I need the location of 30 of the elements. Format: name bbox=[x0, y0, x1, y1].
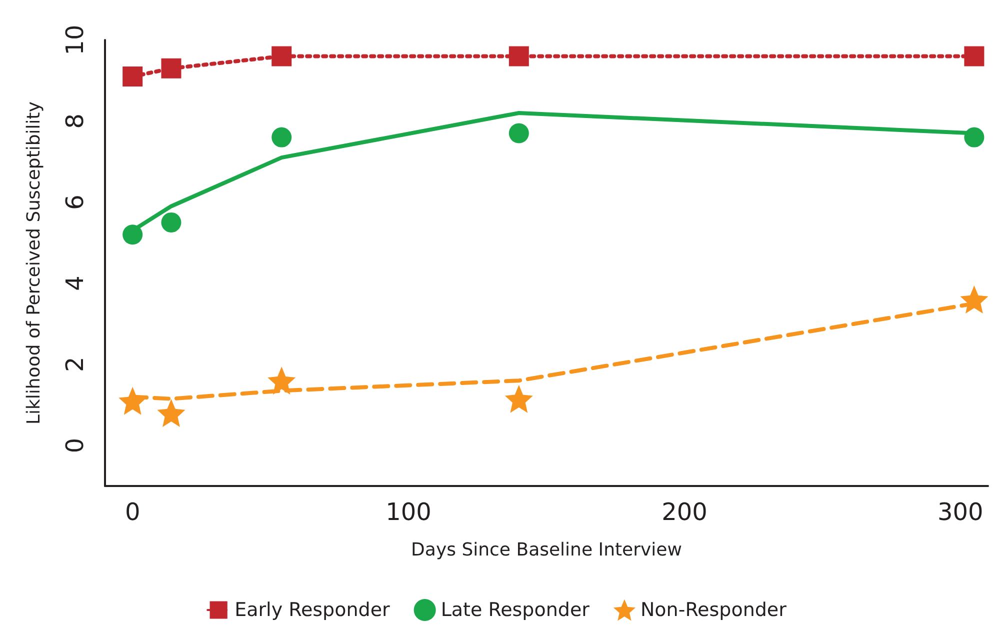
x-tick-label: 0 bbox=[124, 498, 140, 526]
point bbox=[508, 123, 529, 144]
y-axis-title: Liklihood of Perceived Susceptibility bbox=[24, 101, 44, 425]
y-tick-label: 0 bbox=[61, 438, 89, 454]
point bbox=[161, 58, 182, 78]
x-tick-label: 100 bbox=[386, 498, 432, 526]
point bbox=[122, 66, 143, 86]
point bbox=[118, 386, 147, 415]
legend-label: Late Responder bbox=[440, 599, 590, 621]
legend-label: Non-Responder bbox=[640, 599, 787, 621]
point bbox=[122, 224, 143, 245]
point bbox=[272, 127, 292, 148]
y-tick-label: 6 bbox=[61, 194, 89, 210]
point bbox=[157, 399, 186, 428]
point bbox=[964, 46, 984, 66]
legend-label: Early Responder bbox=[234, 599, 390, 621]
y-tick-label: 10 bbox=[61, 24, 89, 56]
y-tick-label: 4 bbox=[61, 276, 89, 291]
point bbox=[508, 46, 529, 66]
y-tick-label: 8 bbox=[61, 113, 89, 129]
point bbox=[268, 366, 296, 395]
x-axis-title: Days Since Baseline Interview bbox=[411, 540, 682, 560]
x-tick-label: 200 bbox=[662, 498, 708, 526]
point bbox=[504, 384, 533, 413]
point bbox=[964, 127, 984, 148]
point bbox=[960, 285, 988, 314]
y-tick-label: 2 bbox=[61, 356, 89, 372]
point bbox=[161, 212, 182, 232]
x-tick-label: 300 bbox=[938, 498, 984, 526]
point bbox=[272, 46, 292, 66]
